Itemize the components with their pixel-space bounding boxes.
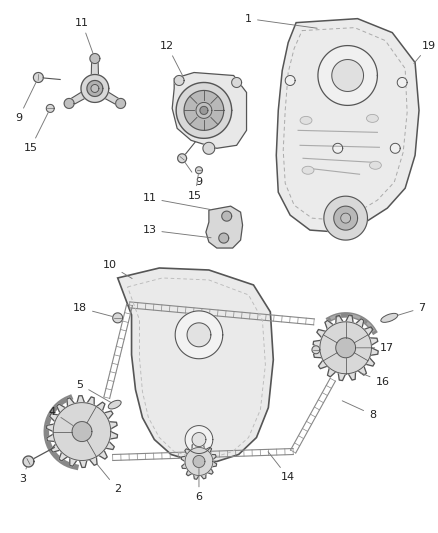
Ellipse shape	[367, 115, 378, 123]
Polygon shape	[206, 206, 243, 248]
Polygon shape	[203, 142, 215, 154]
Polygon shape	[72, 422, 92, 441]
Text: 7: 7	[392, 303, 426, 317]
Polygon shape	[222, 211, 232, 221]
Polygon shape	[334, 206, 357, 230]
Polygon shape	[23, 456, 34, 467]
Ellipse shape	[108, 400, 121, 409]
Text: 13: 13	[142, 225, 211, 238]
Polygon shape	[184, 91, 224, 131]
Polygon shape	[174, 76, 184, 85]
Polygon shape	[172, 72, 247, 148]
Polygon shape	[33, 72, 43, 83]
Polygon shape	[318, 46, 378, 106]
Text: 16: 16	[360, 373, 389, 387]
Polygon shape	[116, 99, 126, 108]
Polygon shape	[333, 143, 343, 154]
Text: 14: 14	[268, 451, 295, 482]
Polygon shape	[87, 80, 103, 96]
Text: 2: 2	[97, 464, 121, 495]
Text: 1: 1	[245, 14, 317, 28]
Text: 6: 6	[195, 464, 202, 503]
Text: 19: 19	[414, 41, 436, 63]
Polygon shape	[53, 402, 111, 461]
Ellipse shape	[300, 116, 312, 124]
Polygon shape	[113, 313, 123, 323]
Polygon shape	[200, 107, 208, 115]
Polygon shape	[118, 268, 273, 462]
Text: 15: 15	[188, 173, 202, 201]
Polygon shape	[176, 83, 232, 139]
Polygon shape	[324, 196, 367, 240]
Polygon shape	[185, 425, 213, 454]
Polygon shape	[390, 143, 400, 154]
Text: 11: 11	[75, 18, 94, 56]
Polygon shape	[67, 85, 97, 106]
Polygon shape	[91, 59, 99, 88]
Polygon shape	[91, 84, 99, 92]
Text: 17: 17	[349, 343, 394, 353]
Text: 8: 8	[342, 401, 376, 419]
Text: 3: 3	[19, 464, 28, 484]
Ellipse shape	[370, 161, 381, 169]
Polygon shape	[332, 60, 364, 92]
Polygon shape	[175, 311, 223, 359]
Polygon shape	[193, 456, 205, 467]
Text: 5: 5	[77, 379, 112, 403]
Text: 9: 9	[15, 80, 37, 123]
Polygon shape	[276, 19, 419, 232]
Ellipse shape	[302, 166, 314, 174]
Polygon shape	[181, 443, 217, 479]
Polygon shape	[64, 99, 74, 108]
Polygon shape	[312, 346, 320, 354]
Polygon shape	[192, 433, 206, 447]
Text: 11: 11	[142, 193, 211, 209]
Polygon shape	[178, 154, 187, 163]
Polygon shape	[196, 102, 212, 118]
Polygon shape	[90, 53, 100, 63]
Polygon shape	[232, 77, 242, 87]
Polygon shape	[93, 85, 122, 106]
Polygon shape	[81, 75, 109, 102]
Text: 4: 4	[49, 407, 80, 430]
Polygon shape	[336, 338, 356, 358]
Polygon shape	[46, 395, 117, 467]
Polygon shape	[195, 167, 202, 174]
Polygon shape	[46, 104, 54, 112]
Polygon shape	[397, 77, 407, 87]
Polygon shape	[341, 213, 351, 223]
Polygon shape	[320, 322, 371, 374]
Polygon shape	[313, 315, 378, 381]
Ellipse shape	[381, 313, 398, 322]
Polygon shape	[219, 233, 229, 243]
Text: 10: 10	[103, 260, 132, 279]
Text: 12: 12	[160, 41, 183, 76]
Text: 18: 18	[73, 303, 115, 317]
Polygon shape	[285, 76, 295, 85]
Polygon shape	[187, 323, 211, 347]
Text: 9: 9	[184, 160, 202, 187]
Text: 15: 15	[24, 111, 49, 154]
Polygon shape	[185, 448, 213, 475]
